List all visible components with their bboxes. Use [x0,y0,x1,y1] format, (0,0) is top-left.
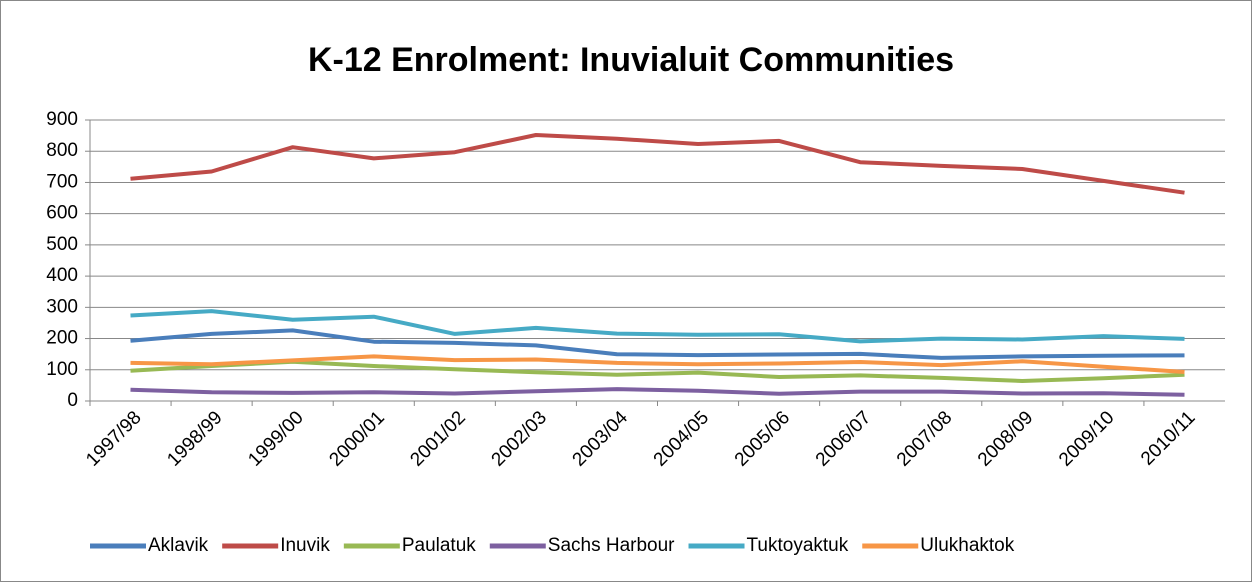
y-tick-label: 100 [46,359,78,380]
legend-label: Tuktoyaktuk [747,535,849,556]
series-line [130,328,1185,360]
legend-label: Ulukhaktok [920,535,1014,556]
y-tick-label: 300 [46,296,78,317]
y-tick-label: 400 [46,265,78,286]
legend-label: Paulatuk [402,535,476,556]
legend-label: Sachs Harbour [548,535,675,556]
y-tick-label: 900 [46,109,78,130]
series-line [130,309,1185,344]
series-line [130,359,1185,383]
series-line [130,354,1185,374]
y-tick-label: 200 [46,328,78,349]
legend-label: Aklavik [148,535,209,556]
series-line [130,133,1185,195]
y-tick-label: 600 [46,203,78,224]
y-tick-label: 800 [46,140,78,161]
chart-title: K-12 Enrolment: Inuvialuit Communities [308,41,954,79]
series-line [130,387,1185,397]
y-tick-label: 500 [46,234,78,255]
legend-label: Inuvik [280,535,330,556]
y-tick-label: 700 [46,171,78,192]
y-tick-label: 0 [67,390,78,411]
